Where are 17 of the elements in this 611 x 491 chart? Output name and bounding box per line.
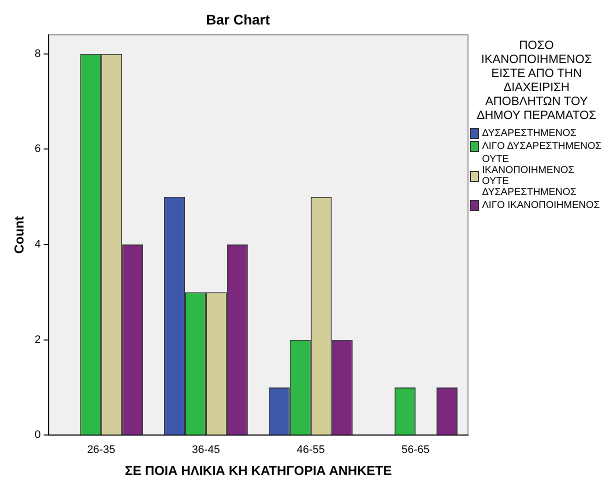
x-axis-title: ΣΕ ΠΟΙΑ ΗΛΙΚΙΑ ΚΗ ΚΑΤΗΓΟΡΙΑ ΑΝΗΚΕΤΕ (124, 462, 392, 478)
y-axis-title: Count (11, 216, 26, 254)
chart-title: Bar Chart (206, 11, 270, 28)
x-tick-label: 36-45 (192, 444, 220, 456)
x-tick-label: 26-35 (87, 444, 116, 456)
legend-label: ΛΙΓΟ ΙΚΑΝΟΠΟΙΗΜΕΝΟΣ (482, 200, 600, 211)
x-tick-label: 46-55 (296, 444, 325, 456)
y-tick-label: 4 (34, 238, 41, 251)
legend-title: ΠΟΣΟ ΙΚΑΝΟΠΟΙΗΜΕΝΟΣ ΕΙΣΤΕ ΑΠΟ ΤΗΝ ΔΙΑΧΕΙΡΙΣΗ ΑΠΟΒΛΗΤΩΝ ΤΟΥ ΔΗΜΟΥ ΠΕΡΑΜΑΤΟΣ (476, 38, 598, 122)
legend-label: ΔΥΣΑΡΕΣΤΗΜΕΝΟΣ (482, 128, 576, 139)
y-tick-label: 0 (34, 429, 41, 442)
legend-label: ΛΙΓΟ ΔΥΣΑΡΕΣΤΗΜΕΝΟΣ (482, 141, 602, 152)
x-tick-label: 56-65 (402, 444, 430, 456)
legend-label: ΟΥΤΕ ΙΚΑΝΟΠΟΙΗΜΕΝΟΣ ΟΥΤΕ ΔΥΣΑΡΕΣΤΗΜΕΝΟΣ (482, 154, 578, 198)
y-tick-label: 2 (34, 334, 41, 346)
y-tick-label: 6 (34, 143, 41, 156)
y-tick-label: 8 (34, 48, 41, 60)
